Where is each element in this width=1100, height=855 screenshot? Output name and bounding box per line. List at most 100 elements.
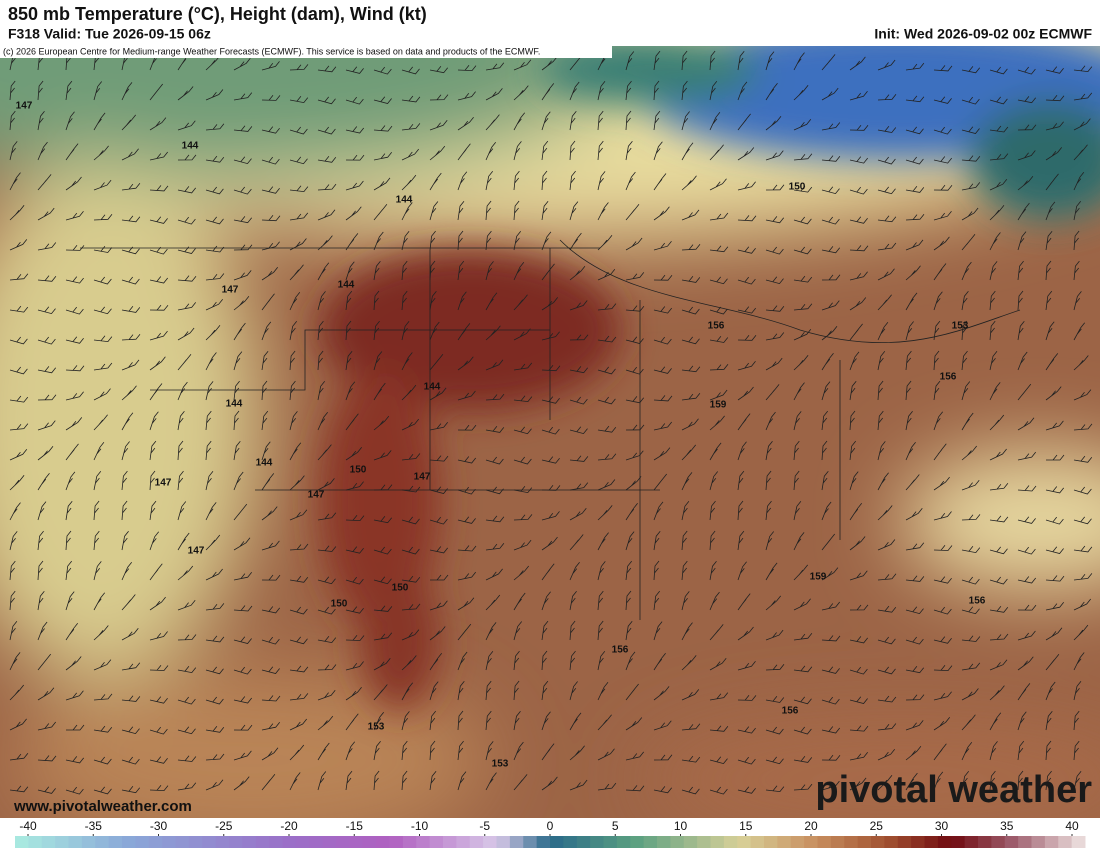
wind-barb [737,500,744,521]
wind-barb [1073,486,1092,495]
wind-barb [1017,231,1027,251]
wind-barb [401,202,413,221]
wind-barb [289,509,308,521]
wind-barb [233,666,252,675]
wind-barb [513,680,520,701]
wind-barb [233,605,253,612]
wind-barb [597,479,616,491]
wind-barb [877,666,896,675]
wind-barb [765,82,778,101]
wind-barb [513,486,533,494]
wind-barb [1017,150,1036,161]
wind-barb [737,181,756,191]
colorbar-swatch [188,836,203,848]
colorbar-swatch [55,836,69,848]
wind-barb [961,290,969,311]
wind-barb [1017,290,1024,311]
wind-barb [261,410,269,431]
wind-barb [681,723,701,731]
contour-label: 147 [155,478,172,489]
wind-barb [821,601,841,611]
credit: (c) 2026 European Centre for Medium-rang… [3,46,540,56]
wind-barb [569,170,576,191]
wind-barb [457,230,464,251]
contour-label: 144 [182,141,199,152]
wind-barb [37,755,57,762]
wind-barb [541,297,559,311]
wind-barb [429,770,437,791]
wind-barb [317,320,324,341]
wind-barb [709,212,729,221]
wind-barb [93,500,100,521]
wind-barb [205,410,212,431]
colorbar-swatch [202,836,217,848]
wind-barb [345,515,365,522]
wind-barb [457,545,477,552]
wind-barb [933,665,953,672]
wind-barb [597,532,609,551]
wind-barb [513,710,521,731]
colorbar-swatch [255,836,270,848]
wind-barb [205,779,224,791]
wind-barb [289,156,308,165]
colorbar-swatch [81,836,96,848]
wind-barb [177,782,197,791]
wind-barb [905,542,925,551]
wind-barb [457,390,476,401]
wind-barb [513,328,531,341]
wind-barb [681,80,688,101]
colorbar-swatch [175,836,190,848]
wind-barb [989,605,1009,613]
wind-barb [933,184,953,191]
wind-barb [9,475,25,491]
wind-barb [933,476,950,491]
wind-barb [989,351,998,371]
wind-barb [37,590,45,611]
colorbar-tick-label: -20 [280,819,298,833]
colorbar-swatch [991,836,1006,848]
wind-barb [37,110,45,131]
wind-barb [513,294,528,311]
colorbar-swatch [135,836,150,848]
wind-barb [933,236,950,251]
wind-barb [93,112,106,131]
wind-barb [485,651,494,671]
wind-barb [877,351,886,371]
colorbar-swatch [215,836,230,848]
wind-barb [933,771,944,791]
wind-barb [1073,710,1080,731]
wind-barb [821,501,832,521]
wind-barb [737,441,747,461]
wind-barb [373,231,384,251]
wind-barb [989,659,1008,671]
wind-barb [877,723,897,731]
wind-barb [1045,121,1064,131]
wind-barb [149,411,159,431]
wind-barb [1073,598,1092,611]
wind-barb [401,95,421,103]
wind-barb [177,470,184,491]
wind-barb [401,546,420,555]
wind-barb [625,531,635,551]
wind-barb [373,382,386,401]
wind-barb [1017,770,1024,791]
wind-barb [961,155,981,162]
wind-barb [765,756,784,765]
wind-barb [569,745,585,761]
wind-barb [877,636,896,645]
wind-barb [233,440,241,461]
wind-barb [681,472,693,491]
wind-barb [989,204,1005,221]
wind-barb [653,560,660,581]
wind-barb [737,334,757,341]
wind-barb [1045,681,1056,701]
wind-barb [597,140,604,161]
wind-barb [1073,355,1089,371]
wind-barb [289,264,304,281]
wind-barb [205,725,225,733]
wind-barb [961,412,974,431]
wind-barb [317,209,336,221]
wind-barb [849,245,869,252]
wind-barb [429,626,446,641]
wind-barb [373,203,388,221]
